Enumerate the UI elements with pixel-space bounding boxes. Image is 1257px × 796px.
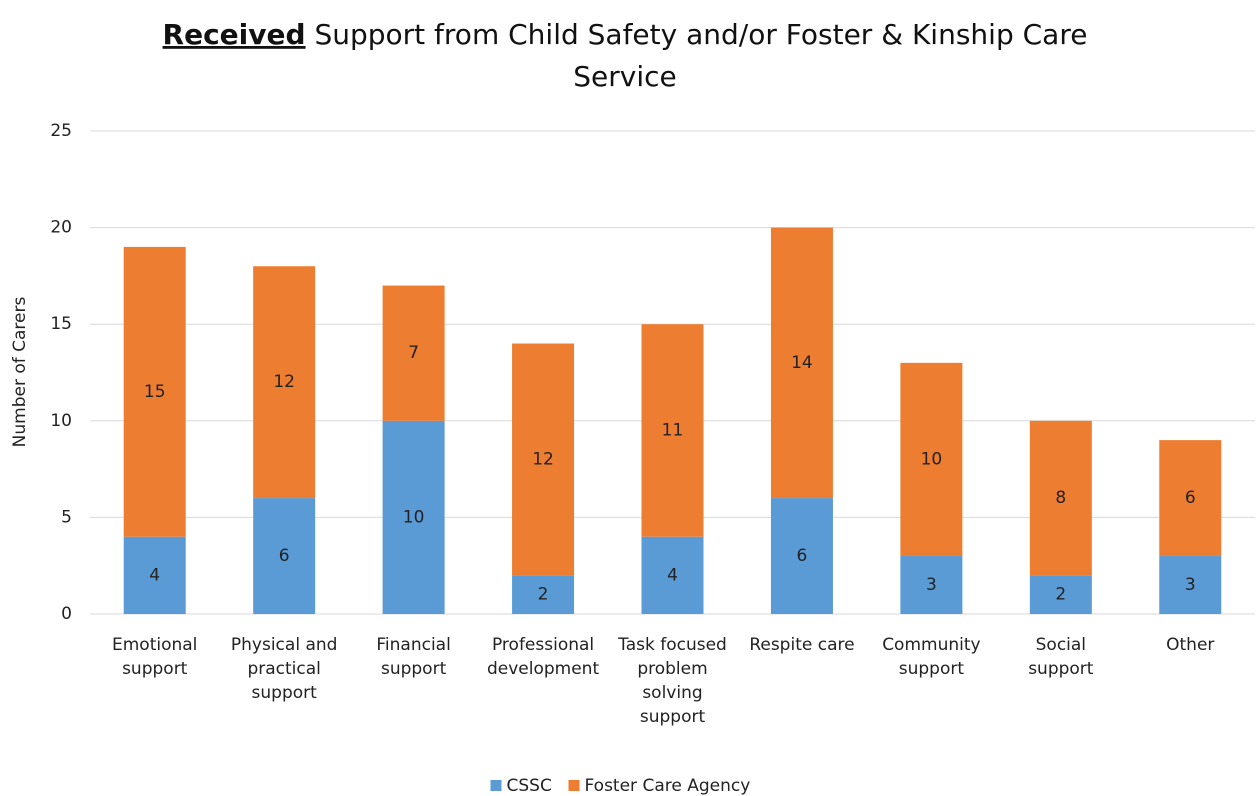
chart-title: Received Support from Child Safety and/o…	[163, 18, 1088, 51]
bar-segment	[1159, 556, 1222, 614]
data-label: 6	[1185, 488, 1196, 508]
x-tick-label: Community support	[882, 635, 980, 679]
x-tick-label: Other	[1166, 635, 1214, 655]
data-label: 11	[662, 420, 684, 440]
bar-segment	[641, 324, 704, 537]
legend-swatch	[490, 780, 502, 791]
legend-swatch	[568, 780, 580, 791]
bar-segment	[900, 362, 963, 557]
legend-label: CSSC	[507, 776, 552, 796]
data-label: 4	[149, 565, 160, 585]
data-label: 7	[408, 343, 419, 363]
bar-segment	[123, 536, 186, 614]
bar-segment	[512, 575, 575, 614]
y-tick-label: 0	[61, 604, 72, 624]
data-label: 10	[403, 507, 425, 527]
bar-segment	[1029, 420, 1092, 576]
y-tick-label: 25	[50, 121, 72, 141]
bar-segment	[1159, 440, 1222, 557]
x-tick-label: Physical and practical support	[231, 635, 338, 703]
data-label: 10	[921, 449, 943, 469]
chart-title-line: Service	[573, 60, 676, 93]
title-emphasis: Received	[163, 18, 306, 51]
data-label: 4	[667, 565, 678, 585]
data-label: 6	[279, 546, 290, 566]
x-tick-label: Emotional support	[112, 635, 197, 679]
legend-label: Foster Care Agency	[585, 776, 751, 796]
bar-segment	[382, 420, 445, 614]
data-label: 2	[538, 585, 549, 605]
y-axis-label: Number of Carers	[10, 297, 30, 448]
y-tick-label: 15	[50, 314, 72, 334]
data-label: 2	[1055, 585, 1066, 605]
bar-segment	[253, 266, 316, 499]
bar-segment	[123, 246, 186, 537]
bar-segment	[382, 285, 445, 421]
x-tick-label: Professional development	[487, 635, 599, 679]
bar-segment	[253, 498, 316, 614]
data-label: 3	[926, 575, 937, 595]
bar-segment	[512, 343, 575, 576]
y-tick-label: 20	[50, 218, 72, 238]
x-tick-label: Financial support	[376, 635, 450, 679]
data-label: 6	[797, 546, 808, 566]
title-text: Support from Child Safety and/or Foster …	[314, 18, 1087, 51]
x-tick-label: Social support	[1028, 635, 1094, 679]
y-tick-label: 5	[61, 507, 72, 527]
bar-segment	[641, 536, 704, 614]
data-label: 15	[144, 382, 166, 402]
data-label: 3	[1185, 575, 1196, 595]
bar-segment	[900, 556, 963, 614]
bar-segment	[770, 498, 833, 614]
data-label: 8	[1055, 488, 1066, 508]
y-tick-label: 10	[50, 411, 72, 431]
bar-segment	[770, 227, 833, 499]
bar-segment	[1029, 575, 1092, 614]
data-label: 12	[532, 449, 554, 469]
x-tick-label: Respite care	[749, 635, 854, 655]
x-tick-label: Task focused problem solving support	[617, 635, 727, 727]
data-label: 12	[273, 372, 295, 392]
data-label: 14	[791, 353, 813, 373]
